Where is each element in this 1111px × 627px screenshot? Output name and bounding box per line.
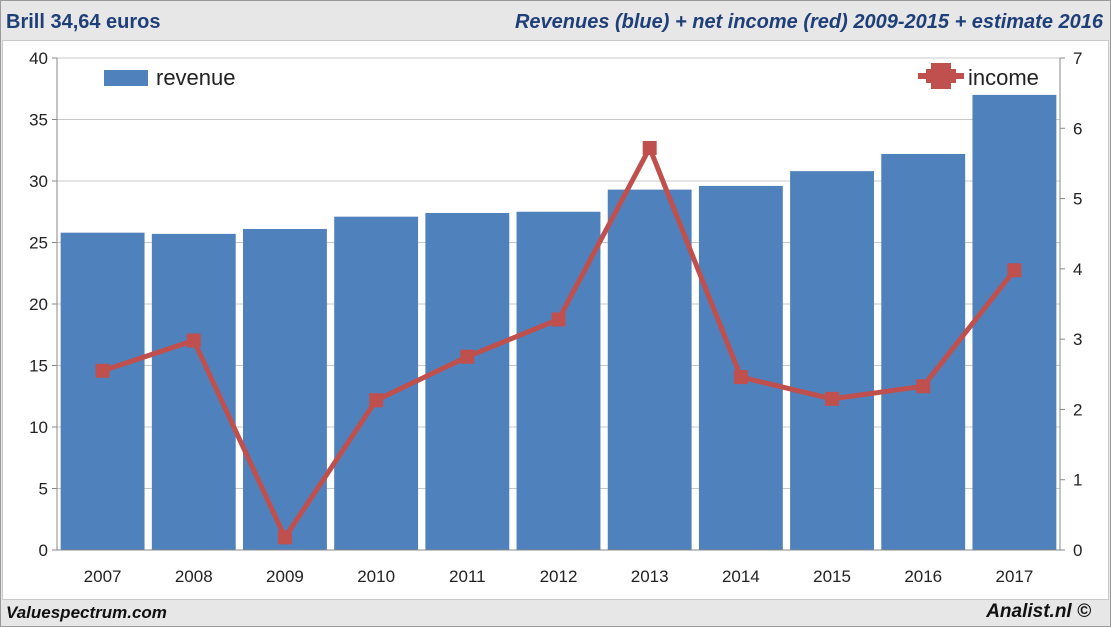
left-tick-label-40: 40 — [29, 49, 48, 68]
revenue-bar-2008 — [151, 233, 236, 550]
right-tick-label-2: 2 — [1073, 400, 1082, 419]
income-point-2009 — [277, 530, 292, 545]
income-line — [95, 140, 1022, 545]
x-tick-label-2011: 2011 — [449, 567, 486, 586]
right-axis-ticks: 0 1 2 3 4 5 6 7 — [1060, 49, 1082, 560]
revenue-bar-2011 — [425, 212, 510, 551]
income-point-2014 — [733, 370, 748, 385]
income-point-2012 — [551, 312, 566, 327]
revenue-bar-2010 — [334, 216, 419, 551]
legend-income-marker-h — [926, 69, 956, 83]
x-tick-label-2014: 2014 — [722, 567, 760, 586]
left-tick-label-25: 25 — [29, 234, 48, 253]
income-point-2007 — [95, 363, 110, 378]
x-tick-label-2017: 2017 — [995, 567, 1033, 586]
source-credit: Valuespectrum.com — [6, 603, 167, 622]
income-point-2010 — [369, 393, 384, 408]
legend: revenue income — [104, 63, 1039, 90]
chart-title: Revenues (blue) + net income (red) 2009-… — [514, 11, 1103, 33]
income-point-2016 — [916, 379, 931, 394]
right-tick-label-4: 4 — [1073, 260, 1082, 279]
legend-revenue-label: revenue — [156, 65, 236, 90]
left-tick-label-5: 5 — [39, 480, 48, 499]
left-tick-label-20: 20 — [29, 295, 48, 314]
left-tick-label-10: 10 — [29, 418, 48, 437]
income-point-2015 — [825, 391, 840, 406]
x-tick-label-2013: 2013 — [631, 567, 669, 586]
income-point-2008 — [186, 333, 201, 348]
right-tick-label-1: 1 — [1073, 471, 1082, 490]
x-tick-label-2009: 2009 — [266, 567, 304, 586]
revenue-bar-2009 — [243, 228, 327, 550]
right-tick-label-3: 3 — [1073, 330, 1082, 349]
income-point-2013 — [642, 140, 657, 155]
x-tick-label-2012: 2012 — [540, 567, 578, 586]
x-axis-ticks: 2007 2008 2009 2010 2011 2012 2013 2014 2015 2016… — [84, 567, 1034, 586]
legend-income-label: income — [968, 65, 1039, 90]
revenue-bar-2013 — [607, 189, 692, 551]
x-tick-label-2015: 2015 — [813, 567, 851, 586]
legend-revenue-swatch — [104, 70, 148, 86]
copyright-credit: Analist.nl © — [986, 601, 1091, 622]
right-tick-label-6: 6 — [1073, 119, 1082, 138]
left-tick-label-0: 0 — [39, 541, 48, 560]
right-tick-label-7: 7 — [1073, 49, 1082, 68]
revenue-bar-2017 — [972, 94, 1057, 551]
stock-price-title: Brill 34,64 euros — [6, 11, 161, 33]
left-tick-label-15: 15 — [29, 357, 48, 376]
left-axis-ticks: 0 5 10 15 20 25 30 35 40 — [29, 49, 57, 560]
x-tick-label-2010: 2010 — [357, 567, 395, 586]
right-tick-label-0: 0 — [1073, 541, 1082, 560]
income-point-2017 — [1007, 263, 1022, 278]
left-tick-label-35: 35 — [29, 111, 48, 130]
revenue-bar-2015 — [790, 171, 874, 550]
left-tick-label-30: 30 — [29, 172, 48, 191]
income-point-2011 — [460, 349, 475, 364]
x-tick-label-2007: 2007 — [84, 567, 122, 586]
right-tick-label-5: 5 — [1073, 190, 1082, 209]
x-tick-label-2008: 2008 — [175, 567, 213, 586]
revenue-bar-2014 — [698, 185, 783, 551]
x-tick-label-2016: 2016 — [904, 567, 942, 586]
revenue-bar-2007 — [60, 232, 145, 550]
